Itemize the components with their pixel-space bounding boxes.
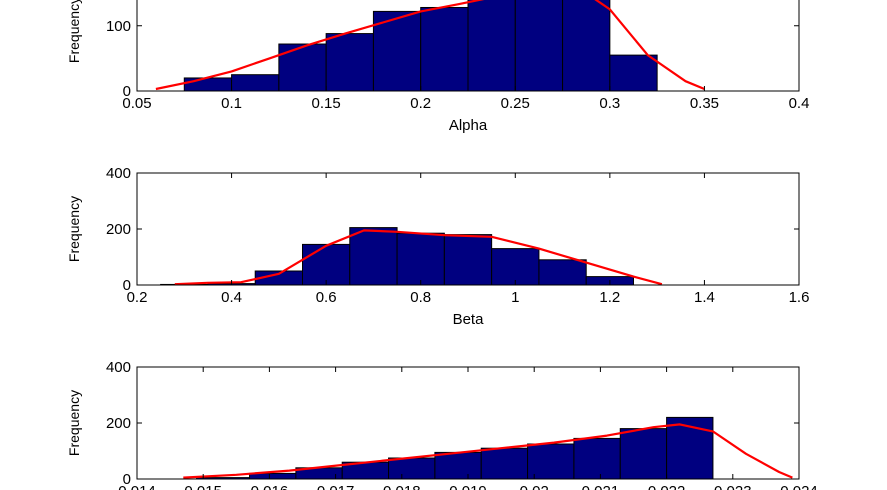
third-x-tick-label: 0.018 xyxy=(383,483,421,490)
alpha-bar xyxy=(609,54,658,92)
alpha-x-axis-label: Alpha xyxy=(449,117,488,134)
third-bars xyxy=(196,416,714,480)
beta-y-tick-label: 0 xyxy=(123,277,131,294)
third-bar xyxy=(666,416,714,480)
third-x-tick-label: 0.016 xyxy=(251,483,289,490)
beta-bar xyxy=(491,248,540,286)
beta-x-tick-label: 0.8 xyxy=(410,289,431,306)
beta-y-tick-label: 200 xyxy=(106,221,131,238)
alpha-x-tick-label: 0.4 xyxy=(789,95,810,112)
third-x-tick-label: 0.021 xyxy=(582,483,620,490)
alpha-x-tick-label: 0.1 xyxy=(221,95,242,112)
alpha-y-tick-label: 100 xyxy=(106,18,131,35)
alpha-x-tick-label: 0.3 xyxy=(599,95,620,112)
alpha-y-tick-label: 0 xyxy=(123,83,131,100)
alpha-x-tick-label: 0.35 xyxy=(690,95,719,112)
beta-bar xyxy=(443,234,493,286)
alpha-bar xyxy=(420,6,469,92)
beta-bar xyxy=(349,227,398,286)
alpha-y-axis-label: Frequency xyxy=(66,0,82,63)
alpha-bar xyxy=(514,0,564,92)
alpha-bar xyxy=(467,0,516,92)
alpha-x-tick-label: 0.05 xyxy=(122,95,151,112)
third-x-tick-label: 0.014 xyxy=(118,483,156,490)
alpha-histogram-panel: 0.05 0.1 0.15 0.2 0.25 0.3 0.35 0.4 0 100 Alpha F… xyxy=(66,0,809,134)
beta-bar xyxy=(396,232,445,286)
third-fit-curve xyxy=(183,423,793,479)
third-x-tick-label: 0.02 xyxy=(520,483,549,490)
third-histogram-panel: 0.014 0.015 0.016 0.017 0.018 0.019 0.02 0.021 0… xyxy=(66,359,818,490)
third-x-tick-label: 0.019 xyxy=(449,483,487,490)
alpha-bar xyxy=(562,0,611,92)
third-bar xyxy=(480,447,529,480)
third-x-tick-label: 0.022 xyxy=(648,483,686,490)
alpha-axes-box xyxy=(136,0,800,92)
alpha-bar xyxy=(325,33,374,92)
third-y-tick-label: 200 xyxy=(106,415,131,432)
third-x-tick-label: 0.023 xyxy=(714,483,752,490)
beta-x-tick-label: 0.6 xyxy=(316,289,337,306)
third-bar xyxy=(527,443,575,480)
third-x-tick-label: 0.017 xyxy=(317,483,355,490)
third-y-tick-label: 0 xyxy=(123,471,131,488)
beta-bar xyxy=(302,243,351,286)
third-y-axis-label: Frequency xyxy=(66,390,82,456)
alpha-bar xyxy=(183,77,233,92)
alpha-ticks: 0.05 0.1 0.15 0.2 0.25 0.3 0.35 0.4 0 100 xyxy=(106,18,810,112)
alpha-x-tick-label: 0.2 xyxy=(410,95,431,112)
beta-x-tick-label: 1.4 xyxy=(694,289,715,306)
alpha-fit-curve xyxy=(155,0,705,91)
beta-y-tick-label: 400 xyxy=(106,165,131,182)
beta-ticks: 0.2 0.4 0.6 0.8 1 1.2 1.4 1.6 0 200 400 xyxy=(106,165,809,306)
alpha-bar xyxy=(278,43,327,92)
third-x-tick-label: 0.024 xyxy=(780,483,818,490)
third-bar xyxy=(573,437,621,480)
third-y-tick-label: 400 xyxy=(106,359,131,376)
alpha-bar xyxy=(231,74,280,92)
beta-fit-curve xyxy=(174,229,663,286)
alpha-x-tick-label: 0.25 xyxy=(501,95,530,112)
beta-x-tick-label: 1.2 xyxy=(599,289,620,306)
beta-x-tick-label: 0.2 xyxy=(127,289,148,306)
alpha-x-tick-label: 0.15 xyxy=(312,95,341,112)
beta-x-axis-label: Beta xyxy=(453,311,485,328)
third-x-tick-label: 0.015 xyxy=(184,483,222,490)
beta-histogram-panel: 0.2 0.4 0.6 0.8 1 1.2 1.4 1.6 0 200 400 Beta Frequ… xyxy=(66,165,809,328)
third-ticks: 0.014 0.015 0.016 0.017 0.018 0.019 0.02 0.021 0… xyxy=(106,359,818,490)
beta-x-tick-label: 1 xyxy=(511,289,519,306)
alpha-bars xyxy=(183,0,658,92)
third-bar xyxy=(434,451,482,480)
beta-y-axis-label: Frequency xyxy=(66,196,82,262)
beta-x-tick-label: 1.6 xyxy=(789,289,810,306)
beta-bar xyxy=(538,259,587,286)
third-bar xyxy=(388,457,436,480)
beta-x-tick-label: 0.4 xyxy=(221,289,242,306)
third-bar xyxy=(619,428,668,480)
